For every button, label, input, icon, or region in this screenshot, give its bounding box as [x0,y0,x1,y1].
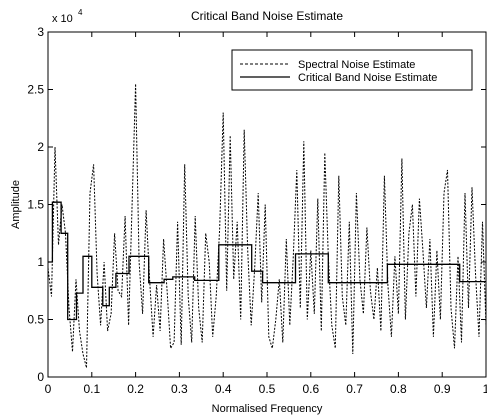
y-tick-label: 0 [37,370,44,384]
x-tick-label: 0.1 [83,382,100,396]
x-tick-label: 0.6 [302,382,319,396]
legend-box [231,49,473,91]
y-tick-label: 0.5 [27,313,44,327]
legend: Spectral Noise Estimate Critical Band No… [231,49,473,91]
y-tick-label: 2.5 [27,83,44,97]
legend-label-spectral: Spectral Noise Estimate [298,59,415,71]
y-tick-label: 1.5 [27,198,44,212]
x-tick-label: 0.5 [259,382,276,396]
x-tick-label: 0.3 [171,382,188,396]
y-tick-label: 2 [37,140,44,154]
x-tick-label: 1 [483,382,487,396]
x-axis-ticks: 0 0.1 0.2 0.3 0.4 0.5 0.6 0.7 0.8 0.9 1 [45,32,487,396]
x-tick-label: 0.9 [434,382,451,396]
y-axis-ticks: 0 0.5 1 1.5 2 2.5 3 [27,25,486,384]
y-axis-label: Amplitude [10,180,22,229]
x-tick-label: 0.8 [390,382,407,396]
x-tick-label: 0.7 [346,382,363,396]
series-layer [47,83,487,368]
x-tick-label: 0 [45,382,52,396]
y-axis-multiplier-text: x 10 [52,13,73,25]
series-line-spectral-noise-estimate [47,83,487,368]
y-axis-multiplier-exponent: 4 [78,8,83,17]
y-axis-multiplier: x 10 4 [52,8,83,25]
x-tick-label: 0.2 [127,382,144,396]
chart-title: Critical Band Noise Estimate [191,9,343,23]
y-tick-label: 3 [37,25,44,39]
series-line-critical-band-noise-estimate [48,201,486,321]
x-tick-label: 0.4 [215,382,232,396]
legend-label-critical-band: Critical Band Noise Estimate [298,72,437,84]
x-axis-label: Normalised Frequency [212,403,323,415]
y-tick-label: 1 [37,255,44,269]
